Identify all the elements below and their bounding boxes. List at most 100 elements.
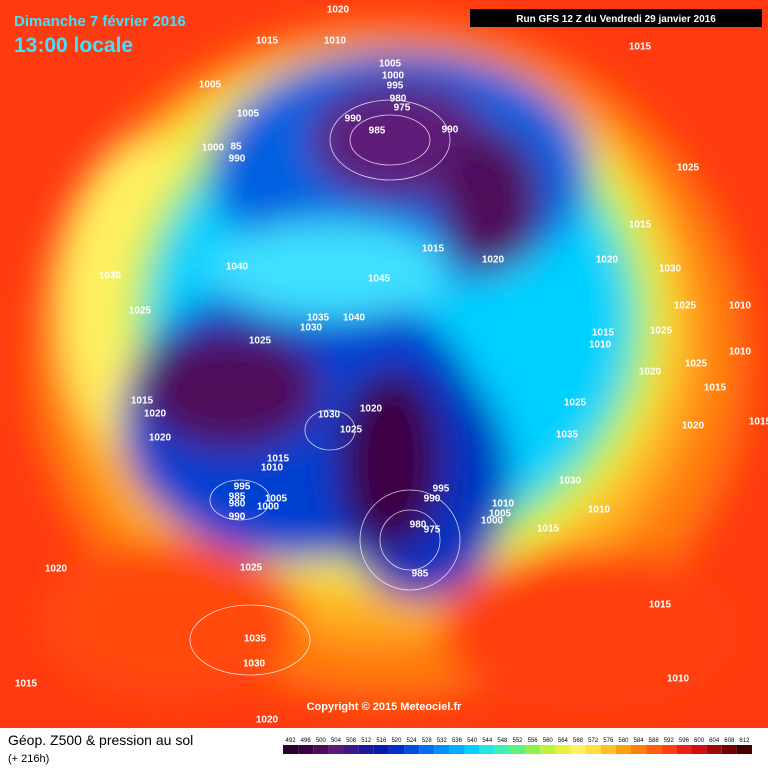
legend-label: 552 <box>512 738 523 744</box>
footer-lead: (+ 216h) <box>8 753 49 765</box>
isobar-label: 85 <box>230 142 242 153</box>
isobar-label: 1005 <box>199 80 222 91</box>
legend-swatch <box>661 745 677 754</box>
legend-label: 592 <box>664 738 675 744</box>
legend-label: 492 <box>286 738 297 744</box>
legend-swatch <box>388 745 405 754</box>
legend-label: 496 <box>301 738 312 744</box>
isobar-label: 1010 <box>667 674 690 685</box>
legend-swatch <box>373 745 389 754</box>
isobar-label: 1015 <box>131 396 154 407</box>
legend-swatch <box>540 745 556 754</box>
isobar-label: 990 <box>229 154 246 165</box>
isobar-label: 985 <box>412 569 429 580</box>
legend-label: 540 <box>467 738 478 744</box>
isobar-label: 1015 <box>592 328 615 339</box>
legend-swatch <box>343 745 359 754</box>
legend-label: 608 <box>724 738 735 744</box>
legend-swatch <box>721 745 737 754</box>
legend-swatch <box>358 745 374 754</box>
isobar-label: 1015 <box>15 679 38 690</box>
legend-label: 504 <box>331 738 342 744</box>
legend-swatch <box>630 745 647 754</box>
isobar-label: 1010 <box>588 505 611 516</box>
isobar-label: 1015 <box>267 454 290 465</box>
legend-label: 556 <box>528 738 539 744</box>
isobar-label: 1045 <box>368 274 391 285</box>
isobar-label: 1010 <box>729 301 752 312</box>
legend-label: 532 <box>437 738 448 744</box>
legend-label: 588 <box>649 738 660 744</box>
legend-swatch <box>646 745 662 754</box>
legend-label: 516 <box>376 738 387 744</box>
legend-swatch <box>419 745 435 754</box>
run-info: Run GFS 12 Z du Vendredi 29 janvier 2016 <box>516 14 716 25</box>
legend-swatch <box>283 745 299 754</box>
isobar-label: 1025 <box>340 425 363 436</box>
isobar-label: 1025 <box>650 326 673 337</box>
date: Dimanche 7 février 2016 <box>14 13 186 30</box>
isobar-label: 990 <box>229 512 246 523</box>
legend-swatch <box>706 745 722 754</box>
isobar-label: 1000 <box>481 516 504 527</box>
isobar-label: 990 <box>345 114 362 125</box>
legend-label: 524 <box>407 738 418 744</box>
isobar-label: 1035 <box>244 634 267 645</box>
legend-swatch <box>585 745 601 754</box>
isobar-label: 1005 <box>489 509 512 520</box>
legend-label: 572 <box>588 738 599 744</box>
isobar-label: 1015 <box>704 383 727 394</box>
legend-swatch <box>434 745 450 754</box>
isobar-label: 1030 <box>659 264 682 275</box>
copyright: Copyright © 2015 Meteociel.fr <box>307 701 463 713</box>
legend-label: 500 <box>316 738 327 744</box>
legend-swatch <box>600 745 616 754</box>
isobar-label: 1010 <box>729 347 752 358</box>
isobar-label: 1030 <box>243 659 266 670</box>
time: 13:00 locale <box>14 34 133 57</box>
legend-label: 604 <box>709 738 720 744</box>
isobar-label: 985 <box>229 492 246 503</box>
legend-swatch <box>736 745 752 754</box>
isobar-label: 1025 <box>240 563 263 574</box>
isobar-label: 1040 <box>343 313 366 324</box>
isobar-label: 1015 <box>649 600 672 611</box>
isobar-label: 1005 <box>379 59 402 70</box>
isobar-label: 1020 <box>256 715 279 726</box>
legend-label: 568 <box>573 738 584 744</box>
isobar-label: 1025 <box>685 359 708 370</box>
legend-swatch <box>555 745 571 754</box>
legend-swatch <box>404 745 420 754</box>
isobar-label: 1000 <box>257 502 280 513</box>
isobar-label: 1030 <box>99 271 122 282</box>
legend-label: 548 <box>497 738 508 744</box>
legend-swatch <box>691 745 707 754</box>
legend-label: 600 <box>694 738 705 744</box>
isobar-label: 1025 <box>129 306 152 317</box>
isobar-label: 1015 <box>749 417 768 428</box>
isobar-label: 1025 <box>249 336 272 347</box>
legend-swatch <box>479 745 495 754</box>
legend-label: 536 <box>452 738 463 744</box>
isobar-label: 1030 <box>318 410 341 421</box>
isobar-label: 1020 <box>596 255 619 266</box>
isobar-label: 1010 <box>589 340 612 351</box>
legend-label: 596 <box>679 738 690 744</box>
isobar-label: 1020 <box>639 367 662 378</box>
legend-swatch <box>449 745 465 754</box>
isobar-label: 1020 <box>149 433 172 444</box>
legend-label: 584 <box>634 738 645 744</box>
isobar-label: 1000 <box>382 71 405 82</box>
legend-label: 576 <box>603 738 614 744</box>
isobar-label: 1010 <box>492 499 515 510</box>
isobar-label: 1010 <box>324 36 347 47</box>
legend-swatch <box>494 745 510 754</box>
legend-label: 544 <box>482 738 493 744</box>
legend-swatch <box>313 745 329 754</box>
isobar-label: 1030 <box>559 476 582 487</box>
isobar-label: 1005 <box>237 109 260 120</box>
legend-label: 528 <box>422 738 433 744</box>
isobar-label: 975 <box>394 103 411 114</box>
isobar-label: 1020 <box>682 421 705 432</box>
